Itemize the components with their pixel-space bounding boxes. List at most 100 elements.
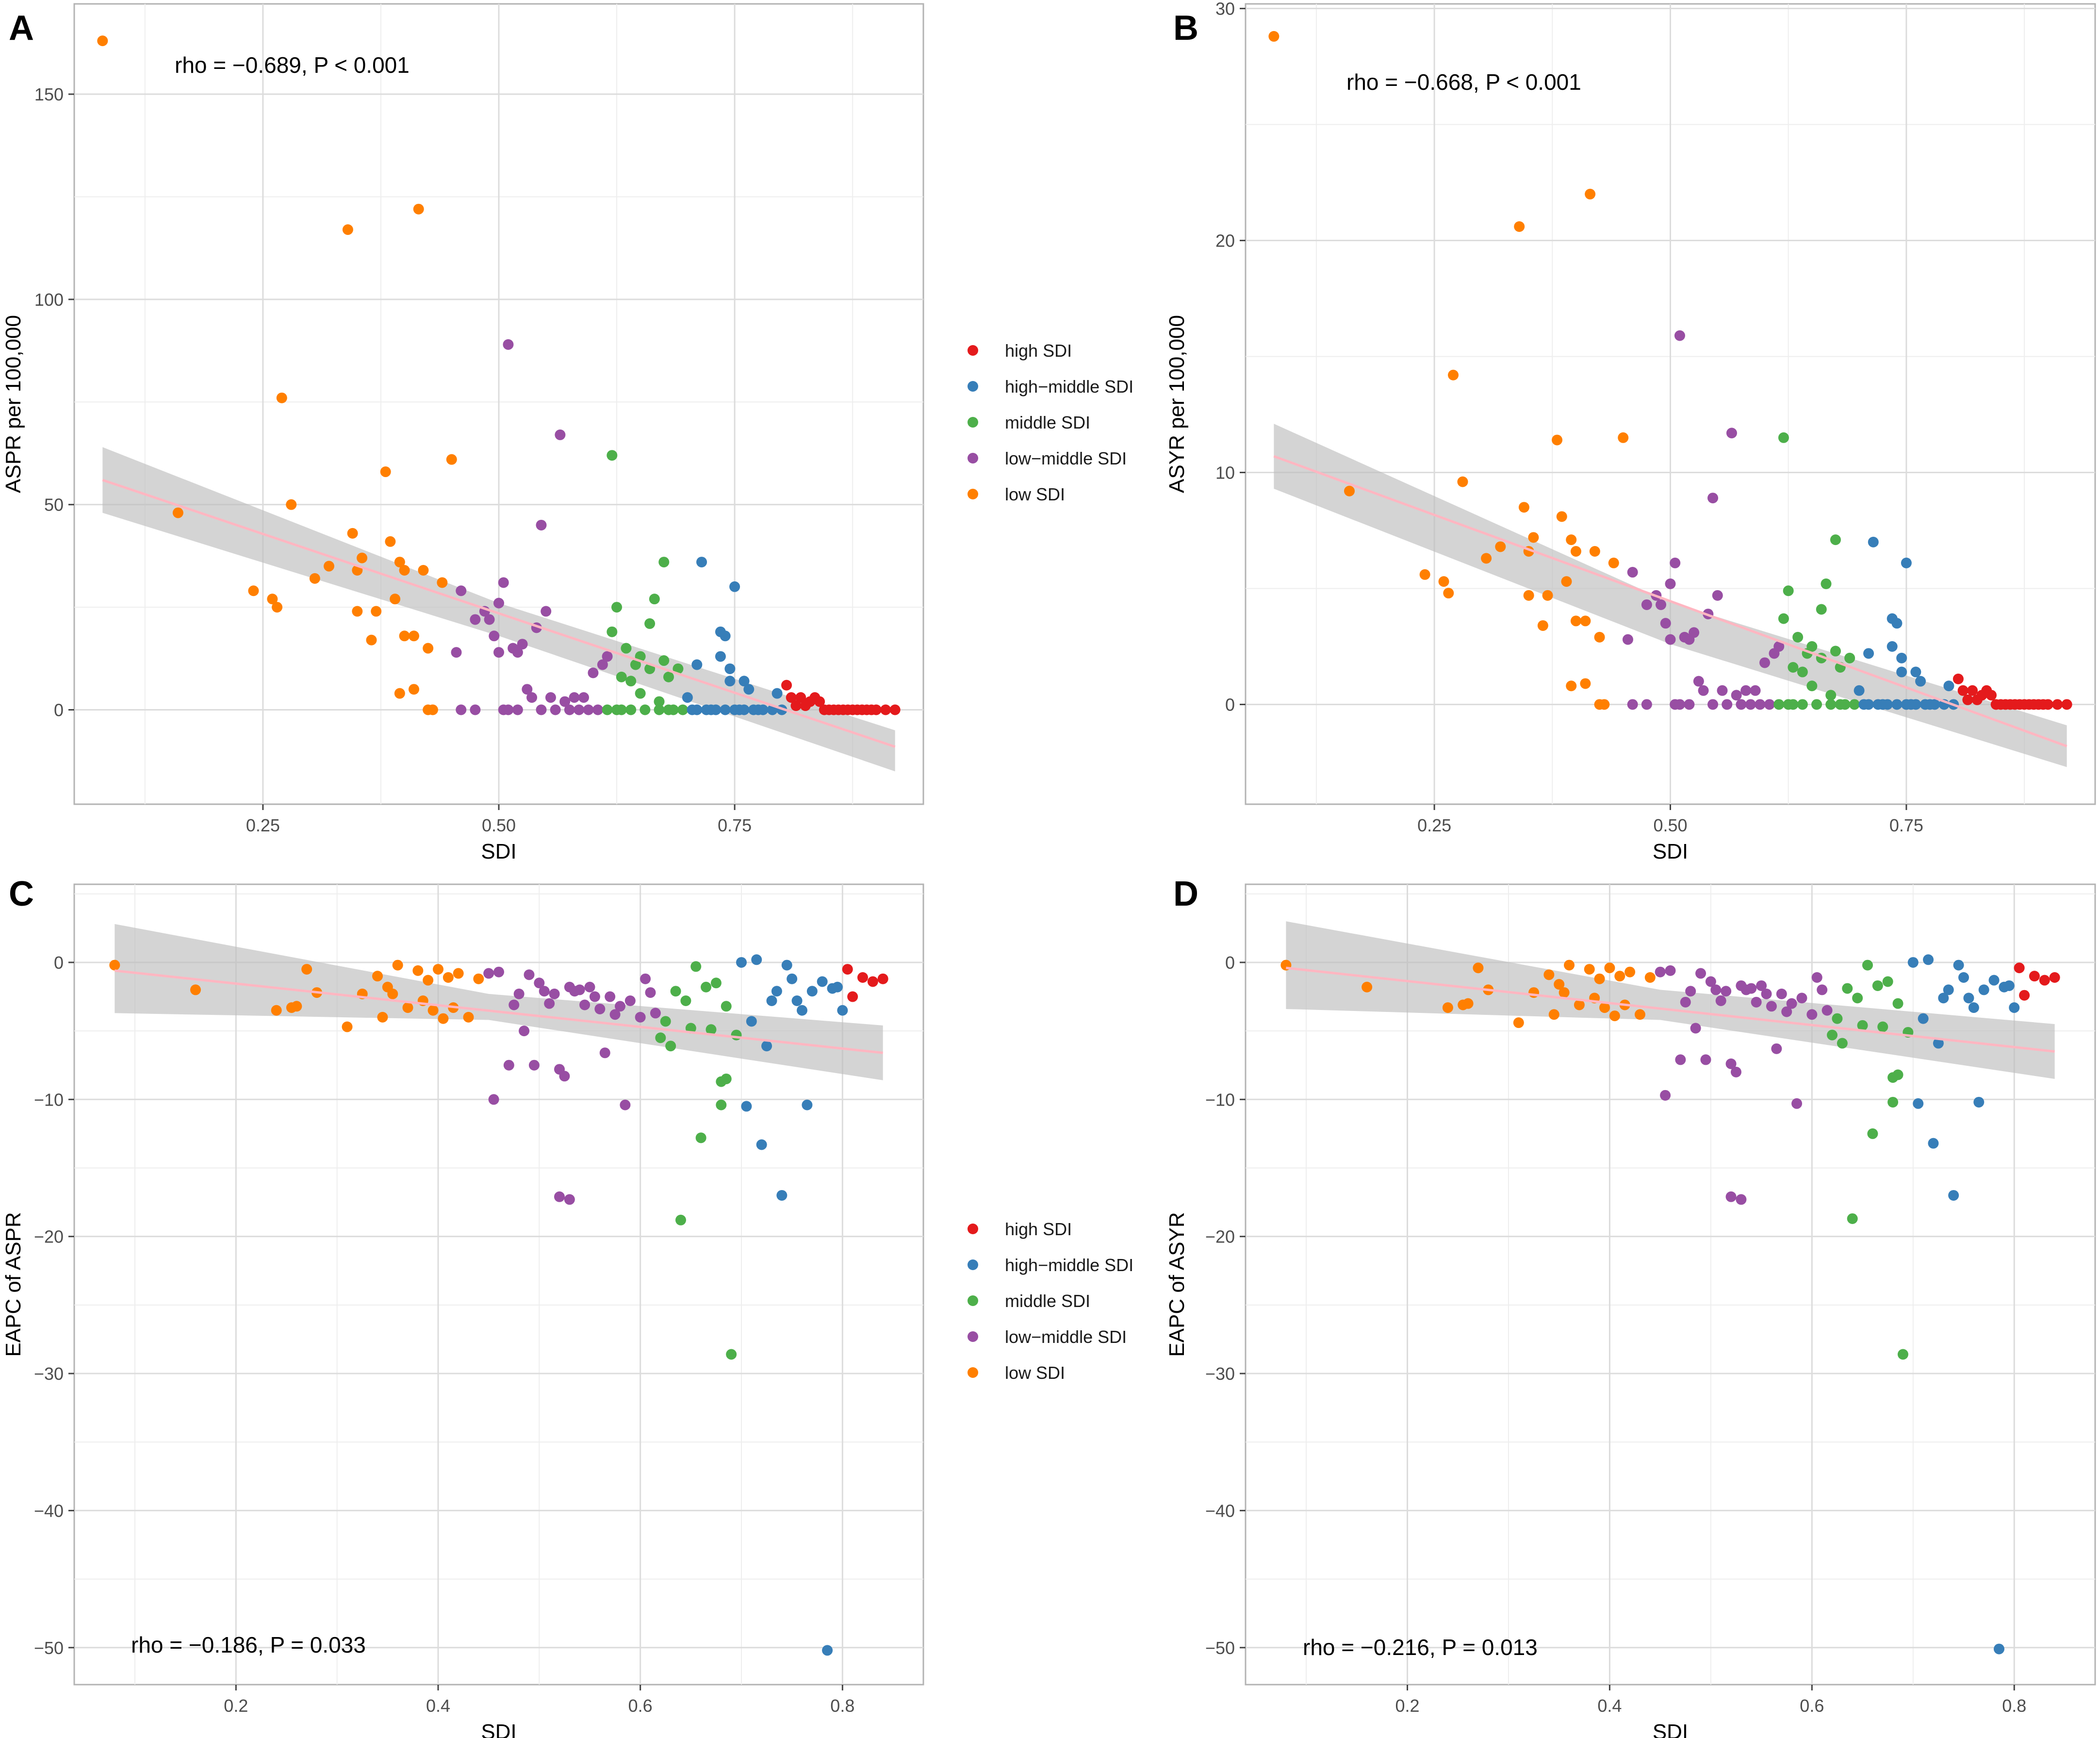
data-point-mid [1811, 699, 1822, 710]
data-point-lm [1736, 1194, 1747, 1205]
confidence-band [102, 447, 895, 772]
data-point-low [390, 594, 401, 605]
data-point-lm [536, 519, 547, 530]
data-point-high [1985, 690, 1997, 701]
data-point-hm [1896, 666, 1907, 678]
data-point-high [2014, 962, 2025, 974]
data-point-low [427, 704, 438, 715]
data-point-lm [559, 696, 571, 707]
data-point-low [1462, 998, 1474, 1009]
data-point-low [324, 561, 334, 572]
data-point-lm [1740, 685, 1752, 696]
data-point-low [1268, 31, 1280, 42]
y-tick-label: −30 [1205, 1364, 1235, 1384]
data-point-hm [1929, 699, 1940, 710]
y-tick-label: 50 [44, 495, 64, 515]
data-point-low [1442, 1002, 1453, 1013]
data-point-low [453, 968, 464, 979]
data-point-lm [1693, 676, 1704, 687]
x-axis-label: SDI [481, 840, 516, 863]
x-tick-label: 0.2 [224, 1696, 248, 1716]
correlation-annotation: rho = −0.668, P < 0.001 [1346, 69, 1581, 95]
data-point-hm [832, 981, 843, 993]
data-point-low [1585, 188, 1596, 199]
data-point-mid [1830, 534, 1841, 546]
data-point-lm [1656, 599, 1667, 610]
data-point-lm [564, 1194, 575, 1205]
data-point-low [412, 965, 424, 976]
data-point-lm [624, 995, 636, 1007]
data-point-mid [673, 663, 684, 674]
data-point-mid [1872, 980, 1883, 991]
legend-marker-mid [968, 417, 978, 428]
data-point-low [1528, 532, 1539, 543]
data-point-hm [724, 663, 736, 674]
data-point-low [427, 1005, 439, 1016]
data-point-mid [1830, 646, 1841, 657]
data-point-lm [584, 981, 595, 993]
data-point-lm [555, 429, 566, 440]
data-point-lm [488, 1094, 499, 1105]
data-point-lm [1698, 685, 1709, 696]
data-point-lm [1707, 699, 1719, 710]
data-point-lm [1786, 998, 1797, 1009]
data-point-low [372, 971, 383, 982]
x-axis-label: SDI [1653, 1720, 1688, 1738]
data-point-mid [1847, 1213, 1858, 1224]
regression-line [1286, 966, 2055, 1053]
data-point-lm [1675, 1054, 1686, 1065]
data-point-lm [470, 614, 481, 625]
y-tick-label: −20 [34, 1227, 64, 1247]
data-point-low [371, 606, 382, 617]
data-point-lm [597, 659, 608, 670]
data-point-low [1594, 973, 1605, 984]
y-tick-label: −50 [34, 1638, 64, 1658]
data-point-low [1443, 588, 1454, 599]
data-point-lm [536, 704, 547, 715]
data-point-lm [1690, 1023, 1701, 1034]
legend-label-lm: low−middle SDI [1005, 448, 1127, 468]
y-tick-label: −40 [34, 1501, 64, 1521]
data-point-mid [1852, 993, 1863, 1004]
data-point-low [387, 988, 398, 999]
data-point-hm [761, 1041, 772, 1052]
data-point-hm [1913, 1098, 1924, 1109]
y-tick-label: −40 [1205, 1501, 1235, 1521]
data-point-mid [655, 1032, 666, 1043]
data-point-mid [658, 557, 670, 568]
legend-label-high: high SDI [1005, 341, 1072, 361]
data-point-low [402, 1002, 413, 1013]
data-point-hm [1901, 557, 1912, 568]
data-point-hm [746, 1016, 757, 1027]
data-point-lm [1665, 578, 1676, 589]
data-point-hm [1958, 972, 1969, 983]
data-point-hm [682, 692, 693, 703]
data-point-lm [645, 987, 656, 998]
data-point-low [463, 1011, 474, 1023]
data-point-hm [729, 581, 740, 592]
data-point-lm [534, 977, 545, 989]
x-tick-label: 0.50 [482, 815, 516, 835]
data-point-high [795, 692, 806, 703]
data-point-low [1634, 1009, 1645, 1020]
x-tick-label: 0.4 [1597, 1696, 1622, 1716]
data-point-lm [1750, 685, 1761, 696]
data-point-hm [781, 960, 792, 971]
data-point-lm [620, 1099, 631, 1110]
data-point-mid [1844, 652, 1855, 663]
data-point-mid [1827, 1029, 1838, 1041]
x-tick-label: 0.4 [426, 1696, 450, 1716]
y-tick-label: 10 [1215, 463, 1235, 483]
data-point-lm [549, 988, 560, 999]
data-point-hm [1891, 618, 1903, 629]
data-point-lm [1756, 980, 1767, 991]
data-point-low [301, 964, 312, 975]
data-point-low [1614, 971, 1625, 982]
data-point-hm [1910, 666, 1921, 678]
data-point-lm [1695, 968, 1706, 979]
data-point-hm [738, 704, 750, 715]
data-point-mid [607, 626, 618, 637]
data-point-lm [1736, 699, 1747, 710]
data-point-mid [616, 704, 627, 715]
data-point-low [1609, 1010, 1620, 1022]
